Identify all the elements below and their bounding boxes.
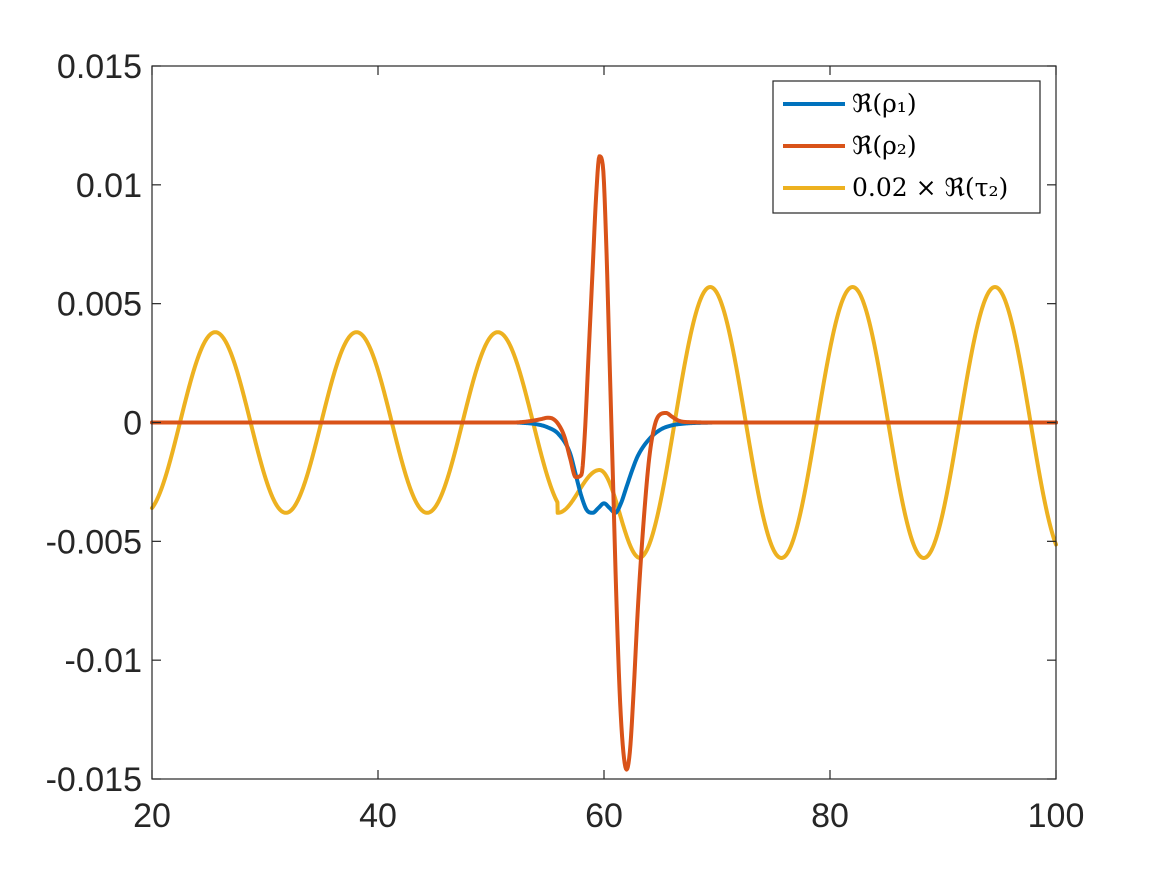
y-tick-label: 0.01 <box>76 167 142 205</box>
x-tick-label: 100 <box>1028 797 1085 835</box>
tick-labels-layer: 20 40 60 80 100 -0.015 -0.01 -0.005 0 0.005 0.01 0.… <box>46 48 1085 835</box>
x-tick-label: 80 <box>811 797 849 835</box>
series-tau2-line <box>150 285 1058 560</box>
y-tick-label: 0 <box>123 405 142 443</box>
x-tick-label: 20 <box>133 797 171 835</box>
series-layer <box>150 154 1058 772</box>
legend-label-rho1: ℜ(ρ₁) <box>852 89 917 118</box>
y-tick-label: -0.015 <box>46 761 142 799</box>
y-tick-label: 0.005 <box>57 286 142 324</box>
x-tick-label: 40 <box>359 797 397 835</box>
x-tick-label: 60 <box>585 797 623 835</box>
y-tick-label: -0.005 <box>46 523 142 561</box>
plot-area-frame <box>151 65 1057 780</box>
series-rho2-line <box>150 154 1058 772</box>
legend-label-rho2: ℜ(ρ₂) <box>852 131 917 160</box>
legend: ℜ(ρ₁) ℜ(ρ₂) 0.02 × ℜ(τ₂) <box>772 80 1041 214</box>
legend-label-tau2: 0.02 × ℜ(τ₂) <box>852 173 1008 202</box>
y-tick-label: -0.01 <box>65 642 143 680</box>
y-tick-label: 0.015 <box>57 48 142 86</box>
